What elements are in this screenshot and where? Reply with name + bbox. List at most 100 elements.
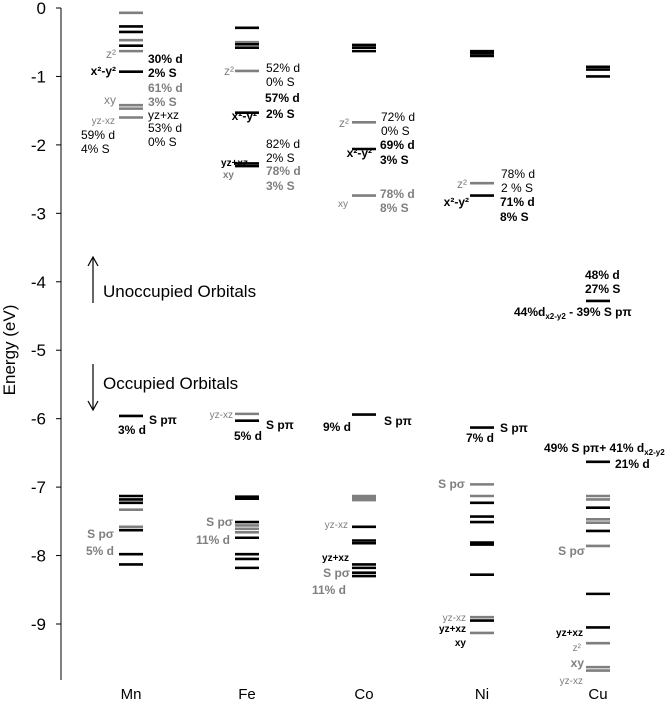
cu-yzxz: yz+xz xyxy=(556,628,583,639)
cu-mix-a: 44%d xyxy=(514,305,545,319)
mn-spp: S pπ xyxy=(149,413,177,427)
co-d78: 78% d xyxy=(380,187,415,201)
fe-d11: 11% d xyxy=(196,533,230,547)
mn-s4: 4% S xyxy=(81,142,110,156)
ni-x2y2: x²-y² xyxy=(444,195,469,209)
co-d11: 11% d xyxy=(312,583,346,597)
ni-spp: S pπ xyxy=(500,421,528,435)
cu-spp-sub: x2-y2 xyxy=(644,448,665,457)
fe-z2: z² xyxy=(224,64,234,78)
cu-yzxz-gray: yz-xz xyxy=(560,676,583,687)
mn-d59: 59% d xyxy=(81,128,115,142)
fe-d5: 5% d xyxy=(234,429,262,443)
y-tick-label: -5 xyxy=(31,341,46,360)
cu-mix-b: - 39% S pπ xyxy=(566,305,632,319)
cu-z2: z² xyxy=(573,643,582,654)
fe-s2b: 2% S xyxy=(266,151,295,165)
mn-x2y2: x²-y² xyxy=(91,64,116,78)
unoccupied-arrow xyxy=(87,255,99,303)
category-label-ni: Ni xyxy=(475,686,489,703)
y-tick-label: -6 xyxy=(31,410,46,429)
co-s0: 0% S xyxy=(381,124,410,138)
fe-spp: S pπ xyxy=(266,418,294,432)
co-annotations: z² 72% d 0% S 69% d x²-y² 3% S 78% d xy … xyxy=(312,110,415,597)
mn-yzxz-gray: yz-xz xyxy=(92,116,115,127)
co-yzxz-gray: yz-xz xyxy=(325,520,348,531)
cu-annotations: 48% d 27% S 44%dx2-y2 - 39% S pπ 49% S p… xyxy=(514,268,665,687)
y-tick-label: -7 xyxy=(31,478,46,497)
occupied-arrow xyxy=(87,364,99,412)
fe-xy: xy xyxy=(223,170,235,181)
cu-s27: 27% S xyxy=(585,282,620,296)
ni-s8: 8% S xyxy=(500,210,529,224)
cu-mix-label: 44%dx2-y2 - 39% S pπ xyxy=(514,305,632,321)
category-label-cu: Cu xyxy=(588,686,607,703)
fe-s3: 3% S xyxy=(266,179,295,193)
co-z2: z² xyxy=(339,116,349,130)
co-xy: xy xyxy=(338,199,348,210)
occupied-label: Occupied Orbitals xyxy=(103,374,238,393)
cu-spsigma: S pσ xyxy=(558,544,585,558)
cu-d48: 48% d xyxy=(585,268,620,282)
mn-d5: 5% d xyxy=(86,544,114,558)
y-tick-label: -8 xyxy=(31,547,46,566)
mn-s2: 2% S xyxy=(148,66,177,80)
y-tick-label: -2 xyxy=(31,136,46,155)
ni-spsigma: S pσ xyxy=(438,477,465,491)
svg-text:49% S pπ+ 41% dx2-y2: 49% S pπ+ 41% dx2-y2 xyxy=(544,441,665,457)
fe-d82: 82% d xyxy=(266,137,300,151)
mn-d3: 3% d xyxy=(118,423,146,437)
category-label-mn: Mn xyxy=(121,686,142,703)
unoccupied-label: Unoccupied Orbitals xyxy=(103,282,256,301)
co-d72: 72% d xyxy=(381,110,415,124)
co-x2y2: x²-y² xyxy=(347,146,372,160)
cu-mix-sub: x2-y2 xyxy=(545,312,566,321)
category-label-fe: Fe xyxy=(238,686,256,703)
y-axis-title: Energy (eV) xyxy=(0,305,19,396)
y-tick-label: -3 xyxy=(31,204,46,223)
fe-annotations: z² 52% d 0% S 57% d x²-y² 2% S 82% d 2% … xyxy=(196,61,301,547)
mn-spsigma: S pσ xyxy=(87,527,114,541)
fe-s2: 2% S xyxy=(266,107,295,121)
mn-yzxz: yz+xz xyxy=(148,108,179,122)
ni-s2: 2 % S xyxy=(501,181,533,195)
mn-s0: 0% S xyxy=(148,135,177,149)
co-d9: 9% d xyxy=(323,420,351,434)
fe-s0: 0% S xyxy=(266,75,295,89)
ni-annotations: z² 78% d 2 % S x²-y² 71% d 8% S S pπ 7% … xyxy=(438,167,535,649)
mn-d61: 61% d xyxy=(148,81,183,95)
fe-yzxz-gray: yz-xz xyxy=(210,410,233,421)
fe-d52: 52% d xyxy=(266,61,300,75)
mn-s3: 3% S xyxy=(148,95,177,109)
ni-xy: xy xyxy=(455,638,467,649)
category-label-co: Co xyxy=(354,686,373,703)
co-s8: 8% S xyxy=(380,201,409,215)
energy-levels xyxy=(119,11,610,672)
cu-spp-label: 49% S pπ+ 41% dx2-y2 xyxy=(544,441,665,457)
cu-d21: 21% d xyxy=(615,457,650,471)
ni-z2: z² xyxy=(457,177,467,191)
ni-yzxz: yz+xz xyxy=(439,624,466,635)
co-spsigma: S pσ xyxy=(323,566,350,580)
cu-spp-a: 49% S pπ+ 41% d xyxy=(544,441,644,455)
co-yzxz: yz+xz xyxy=(322,553,349,564)
ni-d78: 78% d xyxy=(501,167,535,181)
mn-z2: z² xyxy=(106,47,116,61)
fe-d57: 57% d xyxy=(265,91,300,105)
ni-d71: 71% d xyxy=(500,195,535,209)
ni-d7: 7% d xyxy=(466,431,494,445)
fe-x2y2: x²-y² xyxy=(232,109,257,123)
ni-yzxz-gray: yz-xz xyxy=(443,613,466,624)
y-tick-label: -1 xyxy=(31,67,46,86)
fe-yzxz: yz+xz xyxy=(221,158,248,169)
y-tick-label: -9 xyxy=(31,615,46,634)
co-s3: 3% S xyxy=(380,153,409,167)
co-spp: S pπ xyxy=(384,414,412,428)
mn-d53: 53% d xyxy=(148,121,182,135)
category-labels: Mn Fe Co Ni Cu xyxy=(121,686,608,703)
cu-xy: xy xyxy=(571,656,585,670)
y-tick-label: -4 xyxy=(31,273,46,292)
svg-text:44%dx2-y2 - 39% S pπ: 44%dx2-y2 - 39% S pπ xyxy=(514,305,632,321)
co-d69: 69% d xyxy=(380,138,415,152)
